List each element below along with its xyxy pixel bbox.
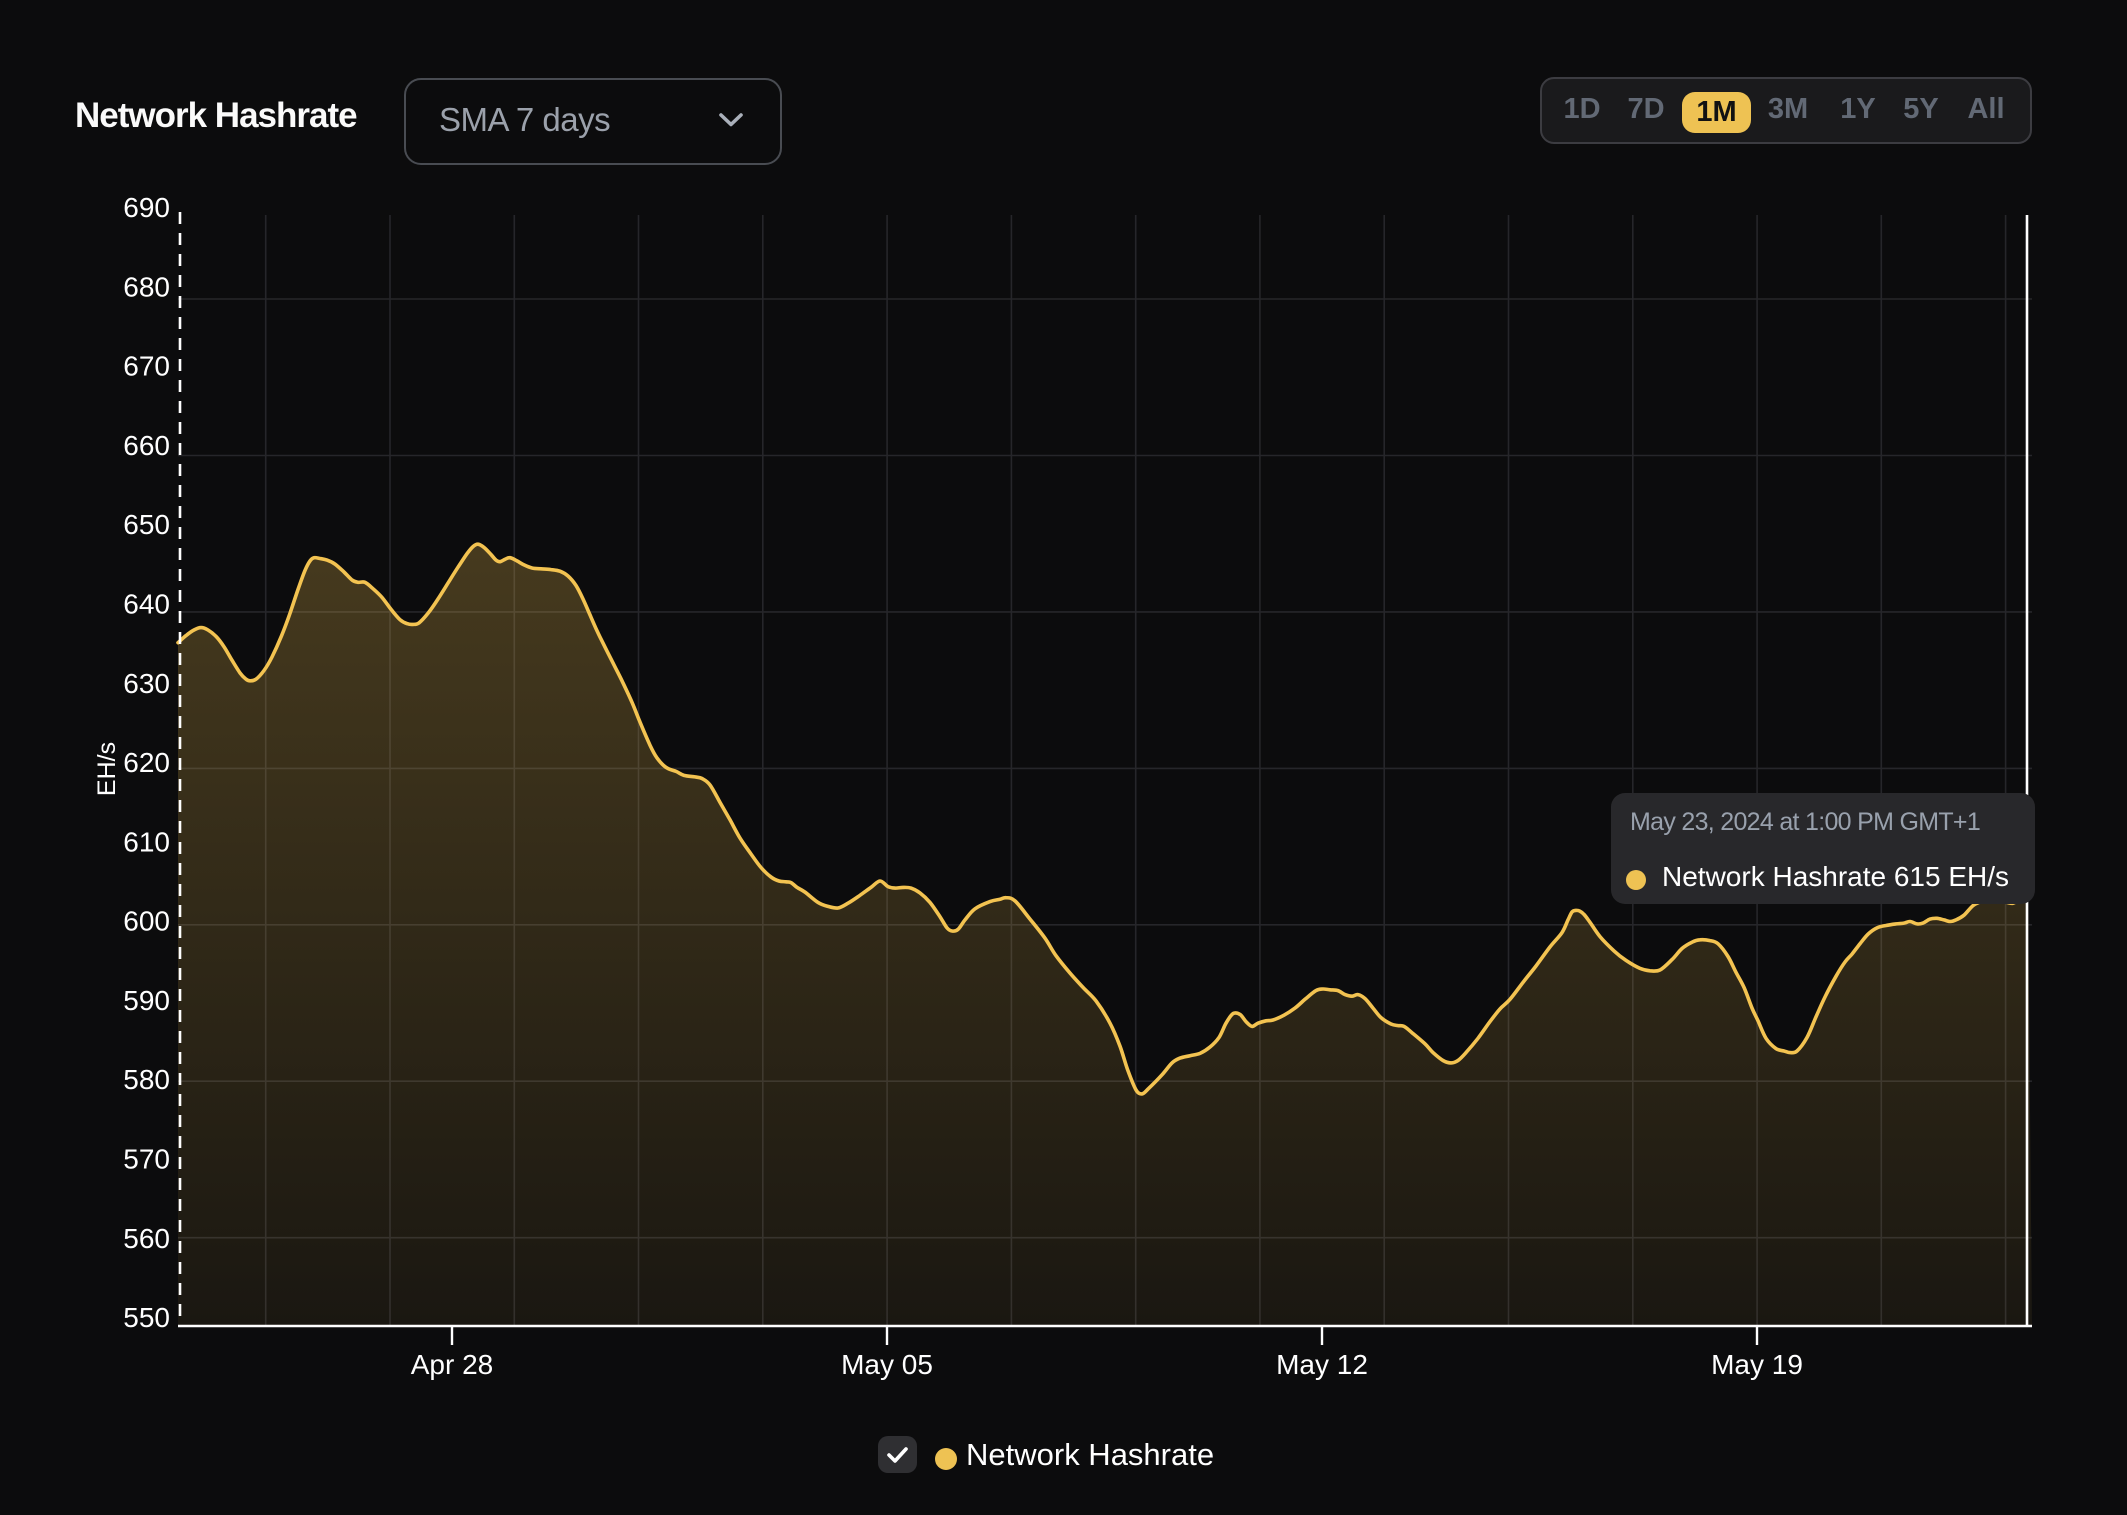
svg-text:550: 550 bbox=[123, 1302, 170, 1333]
svg-text:570: 570 bbox=[123, 1144, 170, 1175]
svg-text:600: 600 bbox=[123, 906, 170, 937]
svg-text:640: 640 bbox=[123, 589, 170, 620]
svg-text:670: 670 bbox=[123, 351, 170, 382]
svg-text:May 05: May 05 bbox=[841, 1349, 933, 1380]
svg-text:590: 590 bbox=[123, 985, 170, 1016]
svg-text:650: 650 bbox=[123, 509, 170, 540]
svg-text:680: 680 bbox=[123, 271, 170, 302]
svg-text:610: 610 bbox=[123, 826, 170, 857]
svg-text:May 19: May 19 bbox=[1711, 1349, 1803, 1380]
svg-text:690: 690 bbox=[123, 192, 170, 223]
svg-text:620: 620 bbox=[123, 747, 170, 778]
svg-text:May 12: May 12 bbox=[1276, 1349, 1368, 1380]
svg-text:Apr 28: Apr 28 bbox=[411, 1349, 494, 1380]
svg-text:EH/s: EH/s bbox=[93, 742, 121, 796]
svg-text:560: 560 bbox=[123, 1223, 170, 1254]
svg-text:660: 660 bbox=[123, 430, 170, 461]
svg-text:580: 580 bbox=[123, 1064, 170, 1095]
svg-text:630: 630 bbox=[123, 668, 170, 699]
